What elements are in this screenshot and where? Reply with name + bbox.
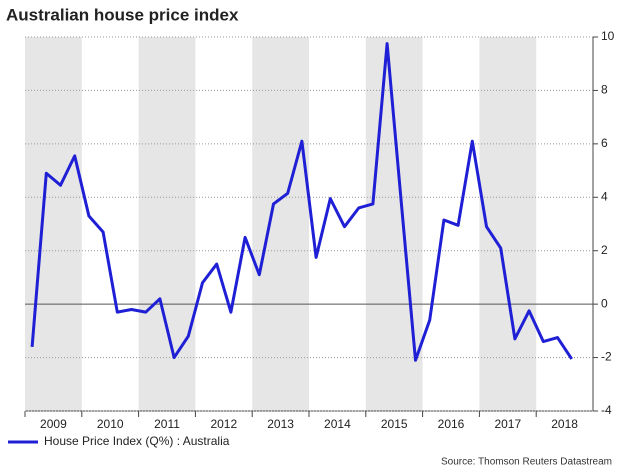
- x-tick-label: 2018: [551, 417, 578, 431]
- y-tick-label: 8: [601, 83, 608, 97]
- data-line: [30, 42, 573, 362]
- y-tick-label: 0: [601, 296, 608, 310]
- x-tick-label: 2014: [324, 417, 351, 431]
- x-tick-label: 2011: [154, 417, 180, 431]
- chart-title: Australian house price index: [6, 5, 239, 24]
- x-tick-label: 2009: [40, 417, 67, 431]
- x-tick-label: 2013: [267, 417, 294, 431]
- x-tick-label: 2010: [97, 417, 124, 431]
- x-tick-label: 2016: [438, 417, 465, 431]
- y-tick-label: 4: [601, 189, 608, 203]
- y-tick-label: -4: [601, 403, 612, 417]
- source: Source: Thomson Reuters Datastream: [441, 457, 612, 468]
- y-tick-label: -2: [601, 350, 612, 364]
- x-tick-label: 2012: [210, 417, 237, 431]
- year-band: [479, 37, 537, 411]
- year-band: [138, 37, 196, 411]
- y-tick-label: 6: [601, 136, 608, 150]
- y-tick-label: 2: [601, 243, 608, 257]
- x-tick-label: 2017: [494, 417, 521, 431]
- year-band: [25, 37, 82, 411]
- legend-label: House Price Index (Q%) : Australia: [44, 434, 230, 448]
- y-tick-label: 10: [601, 29, 615, 43]
- year-band: [252, 37, 309, 411]
- x-tick-label: 2015: [381, 417, 408, 431]
